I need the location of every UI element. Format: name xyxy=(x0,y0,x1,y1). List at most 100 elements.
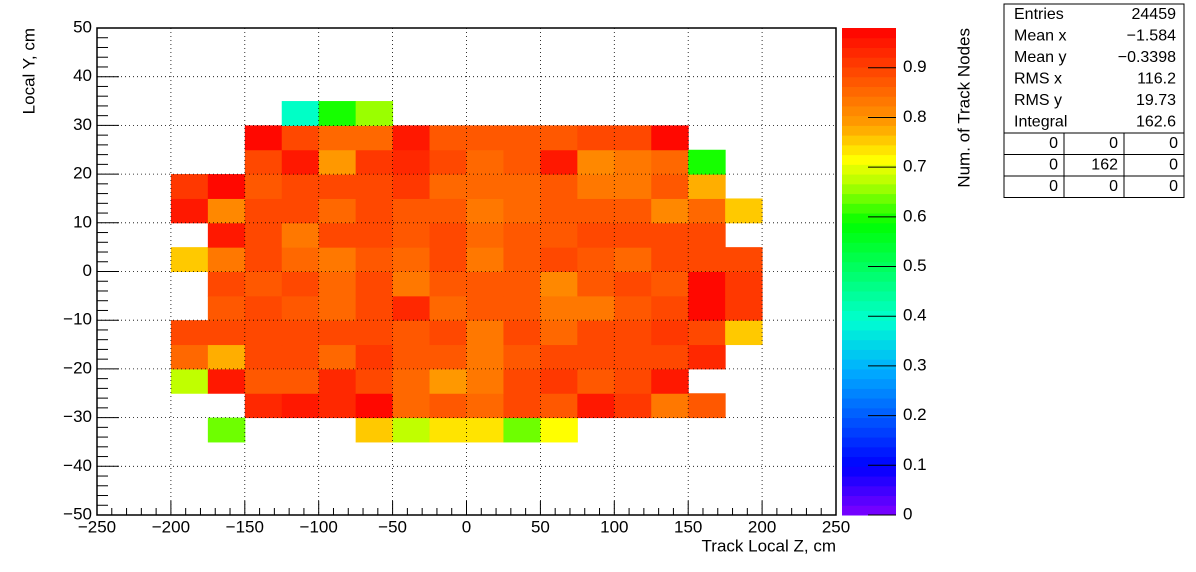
heatmap-cell xyxy=(725,247,763,272)
heatmap-cell xyxy=(577,295,615,321)
heatmap-cell xyxy=(725,295,763,321)
heatmap-cell xyxy=(318,295,357,321)
heatmap-cell xyxy=(429,393,467,419)
heatmap-cell xyxy=(540,295,578,321)
colorbar-step xyxy=(842,28,896,39)
heatmap-cell xyxy=(355,125,394,151)
stats-cell: 0 xyxy=(1049,156,1058,173)
heatmap-cell xyxy=(725,320,763,346)
heatmap-cell xyxy=(540,149,578,175)
heatmap-cell xyxy=(355,247,394,272)
heatmap-cell xyxy=(244,222,283,248)
heatmap-cell xyxy=(207,174,246,199)
colorbar-step xyxy=(842,57,896,68)
stats-value: 162.6 xyxy=(1136,113,1176,130)
heatmap-cell xyxy=(540,368,578,394)
colorbar-step xyxy=(842,349,896,360)
colorbar-step xyxy=(842,466,896,477)
heatmap-cell xyxy=(614,344,652,370)
heatmap-cell xyxy=(577,247,615,272)
colorbar-step xyxy=(842,339,896,350)
stats-cell: 0 xyxy=(1109,135,1118,152)
heatmap-cell xyxy=(355,271,394,297)
heatmap-cell xyxy=(392,149,431,175)
x-tick-label: −250 xyxy=(78,517,116,536)
stats-label: RMS x xyxy=(1014,70,1062,87)
heatmap-cell xyxy=(355,344,394,370)
heatmap-cell xyxy=(170,174,209,199)
colorbar-step xyxy=(842,115,896,126)
heatmap-cell xyxy=(540,174,578,199)
colorbar-step xyxy=(842,437,896,448)
heatmap-cell xyxy=(466,295,504,321)
x-tick-label: 50 xyxy=(531,517,550,536)
heatmap-cell xyxy=(170,368,209,394)
colorbar-step xyxy=(842,76,896,87)
stats-label: RMS y xyxy=(1014,92,1062,109)
heatmap-cell xyxy=(429,247,467,272)
heatmap-cell xyxy=(503,149,541,175)
heatmap-cell xyxy=(466,417,504,443)
stats-value: −0.3398 xyxy=(1118,49,1176,66)
heatmap-cell xyxy=(244,198,283,224)
colorbar-step xyxy=(842,368,896,380)
stats-value: 24459 xyxy=(1132,6,1177,23)
y-tick-label: 30 xyxy=(73,115,92,134)
heatmap-cell xyxy=(392,125,431,151)
colorbar-step xyxy=(842,427,896,438)
heatmap-cell xyxy=(614,149,652,175)
z-tick-label: 0.6 xyxy=(903,206,927,225)
heatmap-cell xyxy=(614,368,652,394)
colorbar-step xyxy=(842,86,896,97)
heatmap-cell xyxy=(540,222,578,248)
heatmap-cell xyxy=(281,368,320,394)
colorbar-step xyxy=(842,446,896,458)
heatmap-cell xyxy=(244,295,283,321)
heatmap-cell xyxy=(503,247,541,272)
heatmap-cell xyxy=(429,222,467,248)
heatmap-cell xyxy=(503,368,541,394)
colorbar-step xyxy=(842,329,896,341)
stats-value: −1.584 xyxy=(1127,27,1176,44)
heatmap-cell xyxy=(466,222,504,248)
heatmap-cell xyxy=(281,247,320,272)
heatmap-cell xyxy=(392,222,431,248)
y-tick-label: −20 xyxy=(63,358,92,377)
heatmap-cell xyxy=(244,368,283,394)
stats-cell: 0 xyxy=(1109,178,1118,195)
colorbar-step xyxy=(842,222,896,234)
heatmap-cell xyxy=(318,393,357,419)
colorbar-step xyxy=(842,144,896,156)
heatmap-cell xyxy=(281,320,320,346)
heatmap-cell xyxy=(355,198,394,224)
heatmap-cell xyxy=(503,417,541,443)
heatmap-cell xyxy=(688,271,726,297)
heatmap-cell xyxy=(281,271,320,297)
heatmap-cell xyxy=(466,125,504,151)
y-axis-title: Local Y, cm xyxy=(19,28,38,114)
heatmap-cell xyxy=(577,344,615,370)
z-tick-label: 0.2 xyxy=(903,405,927,424)
colorbar-step xyxy=(842,154,896,165)
plot-frame xyxy=(96,27,837,516)
heatmap-cell xyxy=(170,198,209,224)
heatmap-cell xyxy=(614,222,652,248)
heatmap-cell xyxy=(392,198,431,224)
heatmap-cell xyxy=(281,344,320,370)
heatmap-cell xyxy=(503,393,541,419)
heatmap-cell xyxy=(355,295,394,321)
heatmap-cell xyxy=(392,320,431,346)
heatmap-cell xyxy=(503,222,541,248)
z-tick-label: 0.4 xyxy=(903,306,927,325)
heatmap-cell xyxy=(503,295,541,321)
heatmap-cell xyxy=(318,368,357,394)
y-tick-label: 20 xyxy=(73,164,92,183)
heatmap-cell xyxy=(577,320,615,346)
colorbar-step xyxy=(842,495,896,506)
heatmap-cell xyxy=(725,271,763,297)
heatmap-cell xyxy=(170,247,209,272)
heatmap-cell xyxy=(429,320,467,346)
z-tick-label: 0.7 xyxy=(903,157,927,176)
heatmap-cell xyxy=(281,149,320,175)
